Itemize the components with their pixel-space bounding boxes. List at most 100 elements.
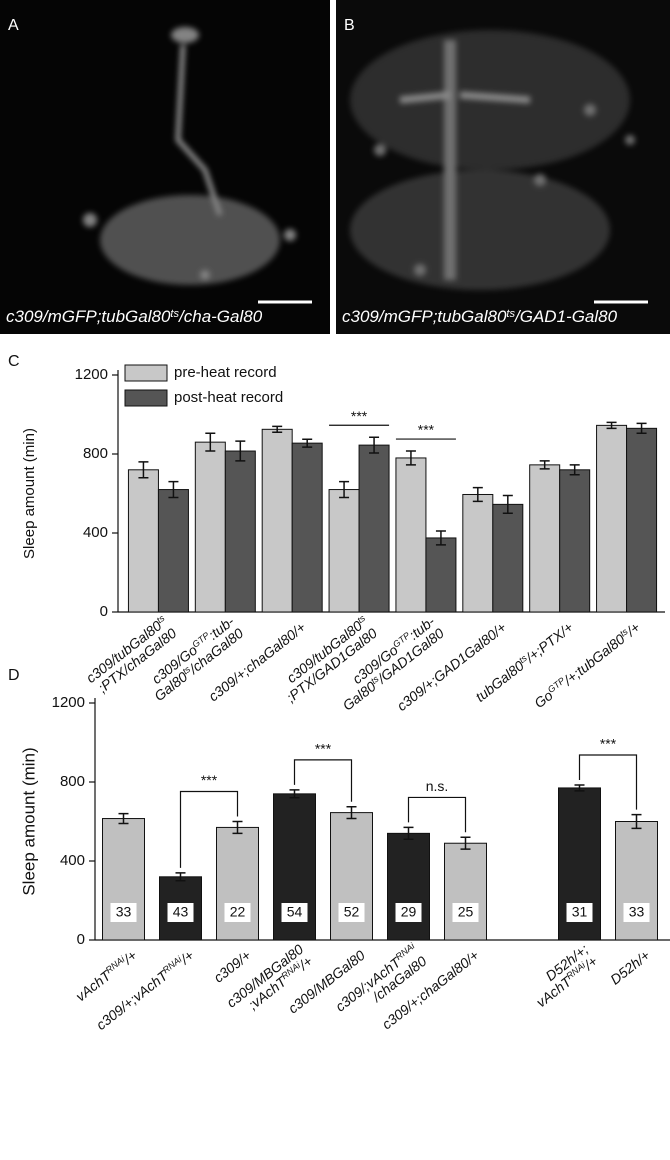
label-part: /GAD1-Gal80 bbox=[514, 307, 618, 326]
bar bbox=[273, 793, 316, 941]
significance-label: *** bbox=[351, 408, 368, 424]
error-bar bbox=[460, 836, 471, 850]
error-bar bbox=[138, 461, 149, 479]
bar bbox=[395, 457, 427, 613]
y-tick-label: 0 bbox=[77, 931, 85, 948]
error-bar bbox=[502, 494, 513, 514]
count-box bbox=[110, 903, 137, 922]
significance-label: n.s. bbox=[426, 778, 449, 794]
y-tick-label: 400 bbox=[83, 524, 108, 541]
count-box bbox=[623, 903, 650, 922]
significance-label: *** bbox=[315, 741, 332, 757]
error-bar bbox=[302, 438, 313, 448]
error-bar bbox=[168, 480, 179, 499]
bar bbox=[127, 469, 159, 613]
label-part: /+;tubGal80 bbox=[560, 630, 628, 688]
error-bar bbox=[405, 450, 416, 466]
count-label: 29 bbox=[401, 904, 417, 920]
error-bar bbox=[435, 530, 446, 546]
image-caption: c309/mGFP;tubGal80ts/GAD1-Gal80 bbox=[342, 307, 618, 326]
count-box bbox=[167, 903, 194, 922]
error-bar bbox=[339, 480, 350, 499]
count-label: 25 bbox=[458, 904, 474, 920]
count-label: 33 bbox=[116, 904, 132, 920]
label-part: D52h/+ bbox=[607, 947, 653, 988]
y-tick-label: 800 bbox=[83, 445, 108, 462]
error-bar bbox=[606, 421, 617, 430]
error-bar bbox=[232, 820, 243, 835]
bar bbox=[529, 464, 561, 613]
count-box bbox=[452, 903, 479, 922]
count-label: 33 bbox=[629, 904, 645, 920]
count-box bbox=[395, 903, 422, 922]
count-box bbox=[566, 903, 593, 922]
bar bbox=[559, 469, 591, 613]
panel-label: C bbox=[8, 353, 20, 370]
count-box bbox=[281, 903, 308, 922]
error-bar bbox=[205, 432, 216, 452]
bar bbox=[387, 832, 430, 941]
y-tick-label: 1200 bbox=[52, 694, 85, 711]
bar bbox=[462, 493, 494, 613]
error-bar bbox=[175, 872, 186, 882]
legend-swatch bbox=[124, 364, 168, 382]
count-box bbox=[224, 903, 251, 922]
count-label: 43 bbox=[173, 904, 189, 920]
y-axis-label: Sleep amount (min) bbox=[19, 747, 38, 895]
panel-label: A bbox=[8, 17, 19, 34]
significance-label: *** bbox=[600, 736, 617, 752]
significance-label: *** bbox=[201, 772, 218, 788]
superscript: ts bbox=[506, 308, 515, 320]
x-tick-label: D52h/+ bbox=[607, 947, 653, 988]
error-bar bbox=[118, 812, 129, 825]
error-bar bbox=[574, 784, 585, 792]
bar bbox=[216, 826, 259, 941]
image-caption: c309/mGFP;tubGal80ts/cha-Gal80 bbox=[6, 307, 263, 326]
label-part: c309/mGFP;tubGal80 bbox=[342, 307, 507, 326]
error-bar bbox=[569, 464, 580, 476]
y-tick-label: 400 bbox=[60, 852, 85, 869]
bar bbox=[425, 537, 457, 613]
bar bbox=[194, 441, 226, 613]
bar bbox=[444, 842, 487, 941]
bar bbox=[492, 503, 524, 613]
bar bbox=[224, 450, 256, 613]
bar bbox=[328, 489, 360, 613]
label-part: c309/mGFP;tubGal80 bbox=[6, 307, 171, 326]
panel-label: D bbox=[8, 667, 20, 684]
count-box bbox=[338, 903, 365, 922]
error-bar bbox=[636, 422, 647, 435]
y-tick-label: 800 bbox=[60, 773, 85, 790]
bar bbox=[261, 428, 293, 613]
error-bar bbox=[346, 805, 357, 820]
error-bar bbox=[539, 460, 550, 470]
bar bbox=[596, 424, 628, 613]
error-bar bbox=[272, 425, 283, 434]
legend-swatch bbox=[124, 389, 168, 407]
significance-label: *** bbox=[418, 422, 435, 438]
label-part: /+;PTX/+ bbox=[522, 619, 576, 666]
x-tick-label: c309/+;vAchTRNAi/+ bbox=[93, 947, 197, 1033]
count-label: 54 bbox=[287, 904, 303, 920]
micrograph-b bbox=[336, 0, 670, 334]
significance-bracket bbox=[179, 790, 239, 868]
significance-bracket bbox=[578, 754, 638, 810]
superscript: ts bbox=[170, 308, 179, 320]
error-bar bbox=[369, 436, 380, 454]
bar bbox=[291, 442, 323, 613]
error-bar bbox=[289, 789, 300, 799]
significance-bracket bbox=[293, 759, 353, 802]
y-axis-label: Sleep amount (min) bbox=[21, 428, 38, 559]
y-tick-label: 1200 bbox=[75, 366, 108, 383]
error-bar bbox=[235, 440, 246, 462]
bar bbox=[358, 444, 390, 613]
bar bbox=[157, 489, 189, 613]
bar bbox=[626, 427, 658, 613]
significance-bracket bbox=[407, 796, 467, 833]
error-bar bbox=[631, 813, 642, 830]
bar bbox=[615, 821, 658, 941]
legend-label: post-heat record bbox=[174, 389, 283, 406]
micrograph-a bbox=[0, 0, 330, 334]
count-label: 52 bbox=[344, 904, 360, 920]
